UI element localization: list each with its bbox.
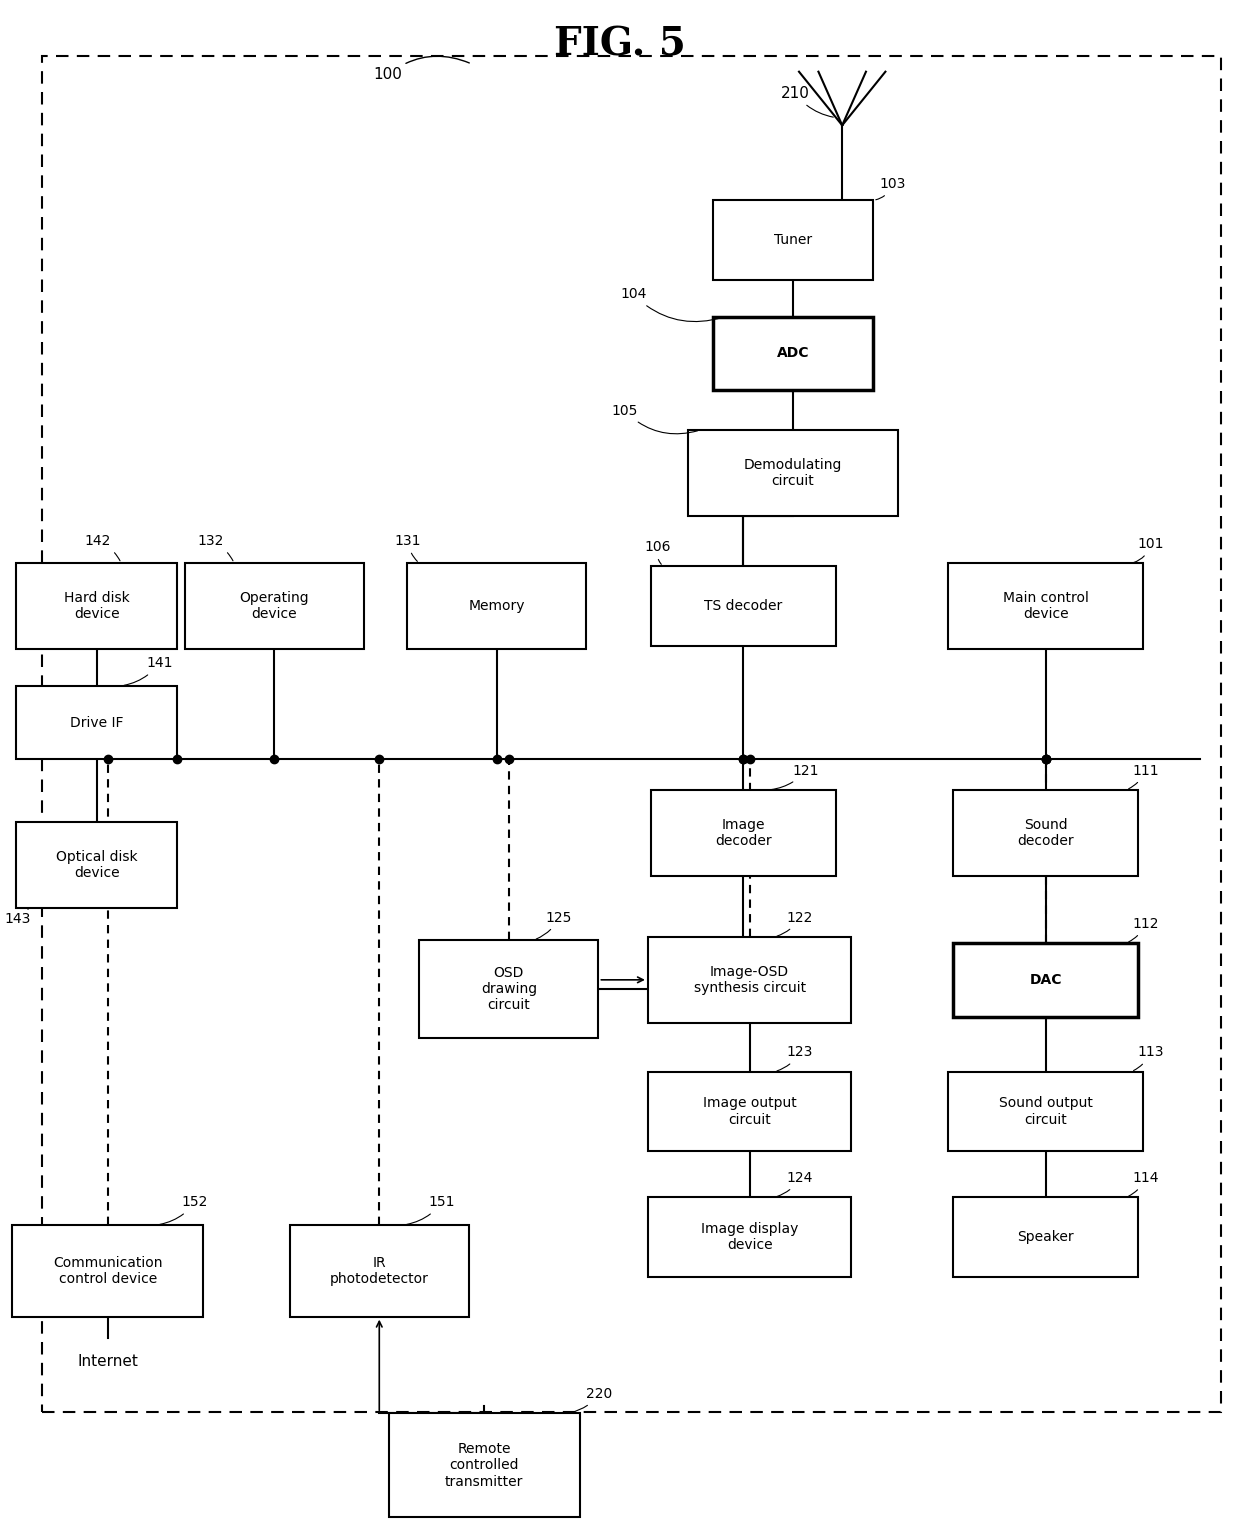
Text: Drive IF: Drive IF (69, 716, 123, 730)
Text: TS decoder: TS decoder (704, 599, 782, 613)
Text: 104: 104 (620, 287, 722, 321)
Text: 106: 106 (645, 539, 671, 564)
Bar (388, 1413, 580, 1517)
Text: ADC: ADC (776, 346, 808, 361)
Bar (419, 941, 599, 1037)
Text: Sound output
circuit: Sound output circuit (999, 1096, 1092, 1127)
Text: 113: 113 (1133, 1045, 1163, 1071)
Text: 143: 143 (4, 908, 31, 927)
Text: Demodulating
circuit: Demodulating circuit (744, 458, 842, 489)
Bar (713, 317, 873, 390)
Bar (16, 822, 177, 908)
Bar (647, 938, 852, 1022)
Text: 100: 100 (373, 57, 469, 83)
Text: Speaker: Speaker (1018, 1230, 1074, 1243)
Bar (651, 790, 836, 876)
Text: Tuner: Tuner (774, 234, 812, 247)
Bar (647, 1197, 852, 1277)
Text: Image
decoder: Image decoder (715, 818, 771, 848)
Bar (954, 1197, 1138, 1277)
Bar (16, 686, 177, 759)
Text: 122: 122 (777, 910, 813, 936)
Text: 112: 112 (1128, 916, 1159, 942)
Text: 131: 131 (394, 533, 422, 561)
Bar (651, 566, 836, 646)
Text: Image output
circuit: Image output circuit (703, 1096, 796, 1127)
Bar (949, 563, 1143, 649)
Text: 141: 141 (124, 656, 172, 686)
Bar (954, 944, 1138, 1016)
Bar (42, 57, 1221, 1411)
Text: 125: 125 (536, 910, 573, 939)
Bar (949, 1071, 1143, 1151)
Bar (713, 200, 873, 280)
Text: 151: 151 (407, 1196, 455, 1225)
Text: 121: 121 (771, 764, 820, 790)
Bar (688, 430, 898, 516)
Text: FIG. 5: FIG. 5 (554, 26, 686, 63)
Text: Optical disk
device: Optical disk device (56, 850, 138, 881)
Text: Image display
device: Image display device (701, 1222, 799, 1253)
Text: 220: 220 (570, 1386, 613, 1413)
Bar (647, 1071, 852, 1151)
Text: 142: 142 (84, 533, 120, 561)
Text: IR
photodetector: IR photodetector (330, 1256, 429, 1286)
Text: Memory: Memory (469, 599, 525, 613)
Bar (954, 790, 1138, 876)
Text: 101: 101 (1133, 536, 1163, 563)
Text: 123: 123 (777, 1045, 813, 1071)
Text: 210: 210 (780, 86, 833, 117)
Text: Sound
decoder: Sound decoder (1018, 818, 1074, 848)
Text: OSD
drawing
circuit: OSD drawing circuit (481, 965, 537, 1013)
Bar (12, 1225, 203, 1317)
Text: Main control
device: Main control device (1003, 592, 1089, 621)
Bar (407, 563, 587, 649)
Text: Hard disk
device: Hard disk device (63, 592, 129, 621)
Text: Communication
control device: Communication control device (53, 1256, 162, 1286)
Text: 111: 111 (1128, 764, 1159, 788)
Text: Operating
device: Operating device (239, 592, 309, 621)
Text: 152: 152 (160, 1196, 208, 1225)
Text: DAC: DAC (1029, 973, 1063, 987)
Text: 105: 105 (611, 404, 698, 433)
Text: Image-OSD
synthesis circuit: Image-OSD synthesis circuit (693, 965, 806, 994)
Text: 132: 132 (197, 533, 233, 561)
Text: Internet: Internet (77, 1354, 138, 1368)
Bar (16, 563, 177, 649)
Bar (185, 563, 363, 649)
Bar (290, 1225, 469, 1317)
Text: 124: 124 (777, 1171, 813, 1196)
Text: Remote
controlled
transmitter: Remote controlled transmitter (445, 1442, 523, 1488)
Text: 103: 103 (875, 177, 905, 200)
Text: 114: 114 (1128, 1171, 1159, 1196)
